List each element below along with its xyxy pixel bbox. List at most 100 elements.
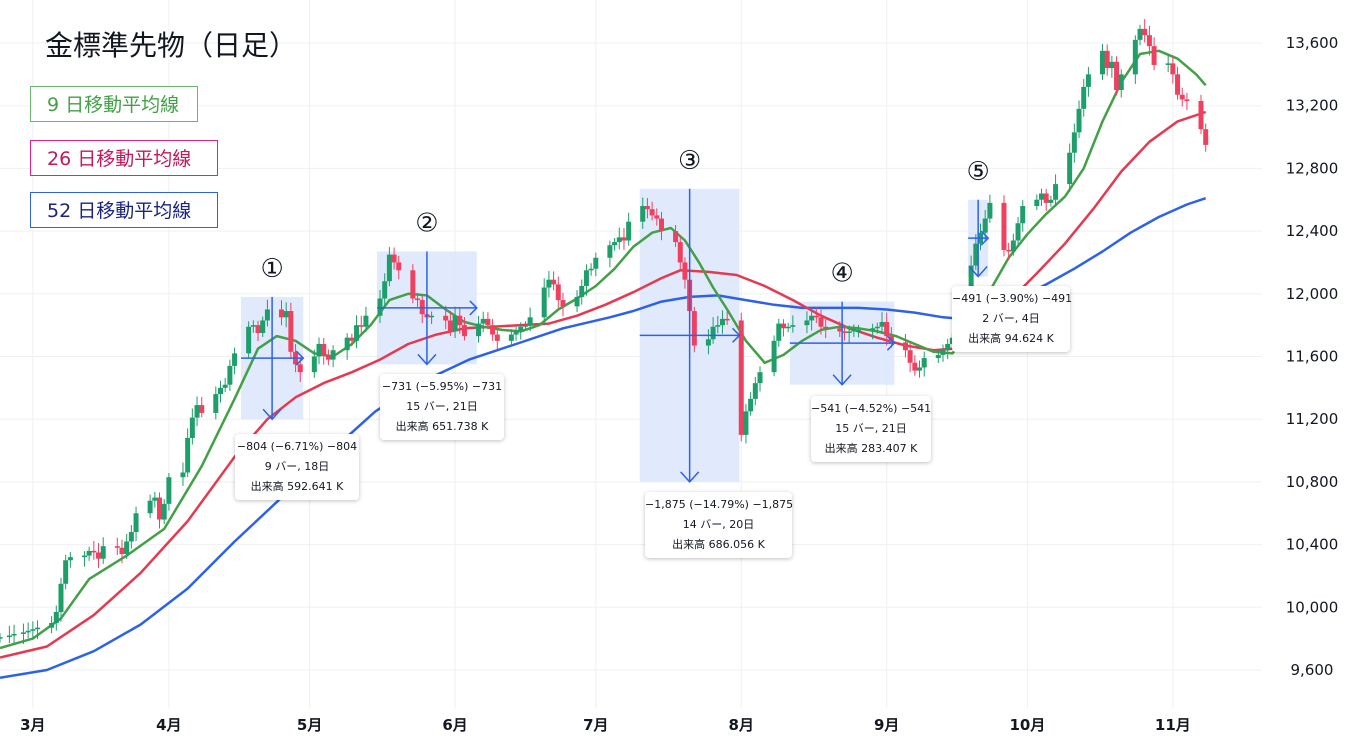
x-tick-label: 10月	[1009, 716, 1045, 734]
candle-body	[654, 215, 660, 219]
x-tick-label: 9月	[874, 716, 899, 734]
candle-body	[884, 322, 890, 337]
candle-body	[677, 242, 683, 263]
candle-body	[1109, 61, 1115, 69]
candle-body	[607, 245, 613, 258]
candle-body	[1015, 223, 1021, 241]
x-tick-label: 3月	[20, 716, 45, 734]
candle-body	[11, 633, 17, 636]
measure-1-change: −804 (−6.71%) −804	[236, 440, 358, 453]
candle-body	[856, 329, 862, 332]
measure-info-3: −1,875 (−14.79%) −1,875 14 バー, 20日 出来高 6…	[645, 492, 793, 558]
candle-body	[330, 350, 336, 360]
candle-body	[1118, 74, 1124, 91]
candle-body	[166, 477, 172, 504]
candle-body	[100, 546, 106, 559]
candle-body	[1043, 193, 1049, 203]
candle-body	[91, 550, 97, 553]
candle-body	[748, 398, 754, 412]
candle-body	[461, 325, 467, 337]
measure-arrow-3	[680, 471, 700, 484]
x-tick-label: 11月	[1155, 716, 1191, 734]
candle-body	[386, 254, 392, 282]
measure-marker-5: ⑤	[967, 157, 990, 187]
y-tick-label: 10,400	[1286, 536, 1339, 554]
candle-body	[194, 405, 200, 418]
candle-body	[658, 218, 664, 232]
candle-body	[527, 317, 533, 326]
candle-body	[1175, 74, 1181, 95]
measure-4-bars: 15 バー, 21日	[835, 422, 907, 435]
candle-body	[560, 300, 566, 307]
candle-body	[522, 325, 528, 327]
legend-ma9: 9 日移動平均線	[30, 86, 198, 122]
x-tick-label: 7月	[583, 716, 608, 734]
candle-body	[67, 557, 73, 561]
candle-body	[912, 362, 918, 371]
measure-marker-2: ②	[415, 208, 438, 238]
candle-body	[626, 221, 632, 241]
candle-body	[935, 354, 941, 359]
measure-harrow-2	[469, 300, 478, 316]
candle-body	[649, 209, 655, 216]
candle-body	[673, 231, 679, 243]
candle-body	[199, 405, 205, 413]
candle-body	[180, 472, 186, 478]
candle-body	[743, 411, 749, 435]
candle-body	[35, 627, 41, 630]
candle-body	[724, 318, 730, 321]
candle-body	[81, 555, 87, 558]
candle-body	[283, 311, 289, 318]
candle-body	[738, 320, 744, 435]
candle-body	[494, 334, 500, 341]
measure-marker-3: ③	[678, 146, 701, 176]
candle-body	[879, 322, 885, 327]
candle-body	[480, 318, 486, 324]
candle-body	[851, 329, 857, 332]
candle-body	[119, 547, 125, 555]
measure-2-volume: 出来高 651.738 K	[395, 420, 489, 433]
legend-ma9-label: 9 日移動平均線	[47, 94, 180, 116]
candle-body	[476, 323, 482, 337]
candle-body	[415, 298, 421, 301]
candle-body	[1151, 46, 1157, 65]
candle-body	[185, 438, 191, 473]
y-tick-label: 12,000	[1286, 285, 1339, 303]
candle-body	[518, 326, 524, 332]
candle-body	[1114, 61, 1120, 91]
candle-body	[396, 262, 402, 271]
candle-body	[1104, 50, 1110, 69]
candle-body	[780, 323, 786, 329]
candle-body	[982, 218, 988, 233]
candle-body	[705, 339, 711, 346]
candle-body	[841, 331, 847, 333]
candle-body	[1048, 199, 1054, 203]
candle-body	[30, 629, 36, 631]
x-tick-label: 4月	[156, 716, 181, 734]
candle-body	[213, 394, 219, 413]
candle-body	[593, 257, 599, 269]
candle-body	[288, 311, 294, 352]
candle-body	[541, 287, 547, 318]
candle-body	[771, 340, 777, 373]
measure-info-4: −541 (−4.52%) −541 15 バー, 21日 出来高 283.40…	[811, 396, 931, 462]
candle-body	[485, 318, 491, 326]
candle-body	[785, 326, 791, 329]
candle-body	[1076, 108, 1082, 133]
candle-body	[1071, 132, 1077, 153]
candle-body	[1001, 202, 1007, 250]
y-tick-label: 10,800	[1286, 473, 1339, 491]
candle-body	[513, 331, 519, 335]
candle-body	[987, 202, 993, 219]
candle-body	[53, 612, 59, 623]
measure-harrow-3	[732, 327, 741, 343]
candle-body	[837, 328, 843, 332]
legend-ma52-label: 52 日移動平均線	[47, 200, 192, 222]
candle-body	[358, 325, 364, 327]
candle-body	[555, 284, 561, 301]
candle-body	[63, 560, 69, 584]
candle-body	[715, 325, 721, 327]
candle-body	[344, 337, 350, 351]
measure-info-2: −731 (−5.95%) −731 15 バー, 21日 出来高 651.73…	[380, 374, 504, 440]
